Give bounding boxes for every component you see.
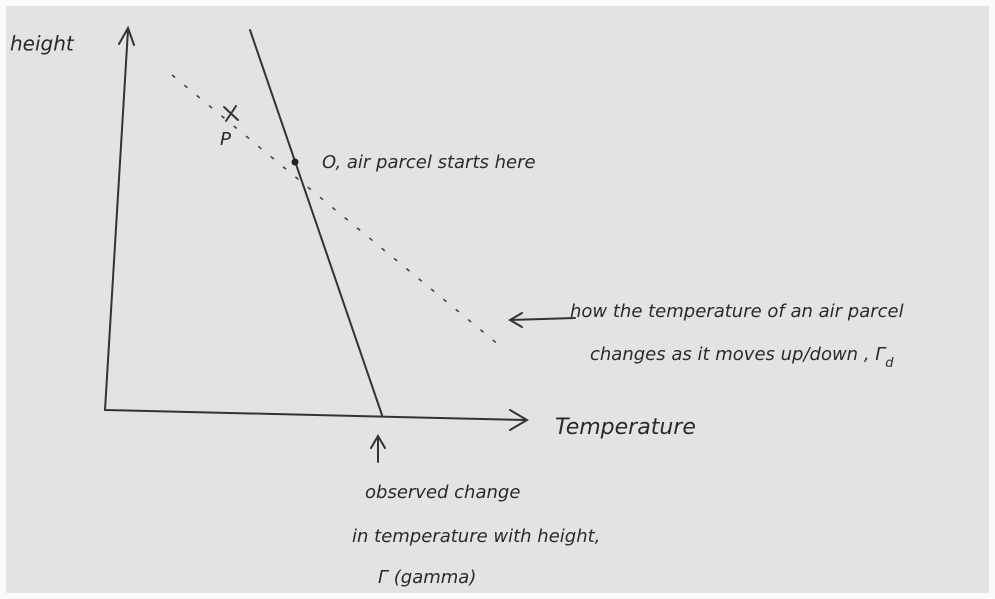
p-label: P: [220, 129, 231, 150]
o-marker: [292, 159, 299, 166]
x-axis-label: Temperature: [555, 415, 696, 440]
observed-note-line: in temperature with height,: [352, 526, 600, 547]
subscript: d: [885, 356, 894, 371]
parcel-note-line: how the temperature of an air parcel: [570, 301, 904, 322]
paper: [6, 6, 989, 593]
diagram: height Temperature P O, air parcel start…: [0, 0, 995, 599]
y-axis-label: height: [10, 32, 75, 56]
observed-note-line: observed change: [365, 482, 520, 503]
observed-note-line: Γ (gamma): [378, 567, 476, 588]
parcel-note-text: changes as it moves up/down , Γ: [590, 344, 887, 365]
o-label: O, air parcel starts here: [322, 152, 536, 173]
